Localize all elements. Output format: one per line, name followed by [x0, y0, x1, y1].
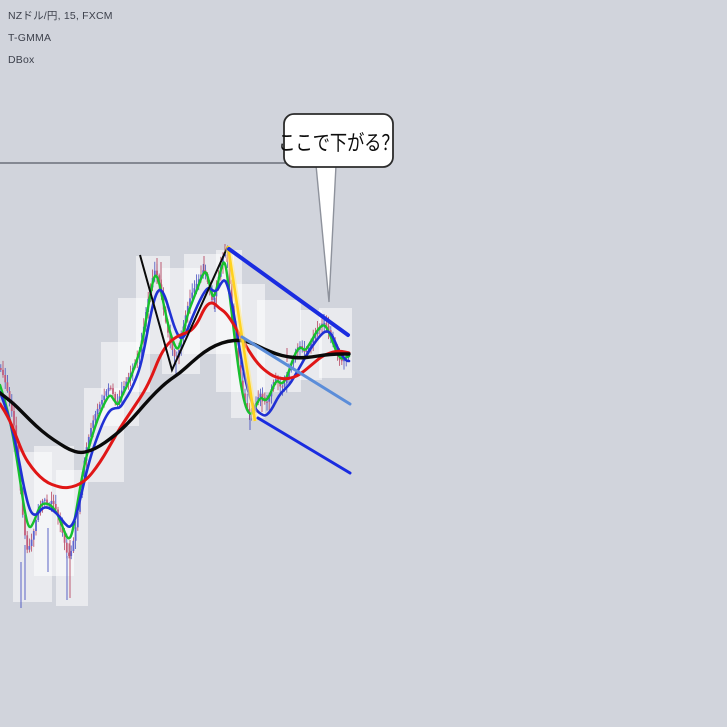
chart-legend: NZドル/円, 15, FXCM T-GMMA DBox — [8, 5, 113, 71]
lightblue-trendline[interactable] — [240, 335, 352, 406]
callout-tail — [315, 164, 337, 303]
ma_green-line — [0, 261, 351, 540]
drawing-annotations-layer — [0, 162, 352, 475]
yellow-trendline[interactable] — [226, 245, 257, 422]
callout-text: ここで下がる？ — [278, 131, 398, 155]
zigzag-trendline[interactable] — [139, 245, 229, 373]
ma_black-line — [0, 338, 351, 455]
ma_red-line — [0, 301, 351, 490]
symbol-title[interactable]: NZドル/円, 15, FXCM — [8, 10, 113, 22]
channel-upper-line[interactable] — [227, 247, 350, 337]
ma_blue-line — [0, 279, 351, 528]
channel-lower-line[interactable] — [256, 416, 352, 475]
indicator-tgmma-label[interactable]: T-GMMA — [8, 32, 52, 44]
indicator-dbox-label[interactable]: DBox — [8, 54, 35, 66]
callout-bubble[interactable] — [283, 113, 394, 168]
callout-annotation[interactable]: ここで下がる？ — [278, 113, 399, 303]
moving-averages-layer — [0, 261, 351, 540]
